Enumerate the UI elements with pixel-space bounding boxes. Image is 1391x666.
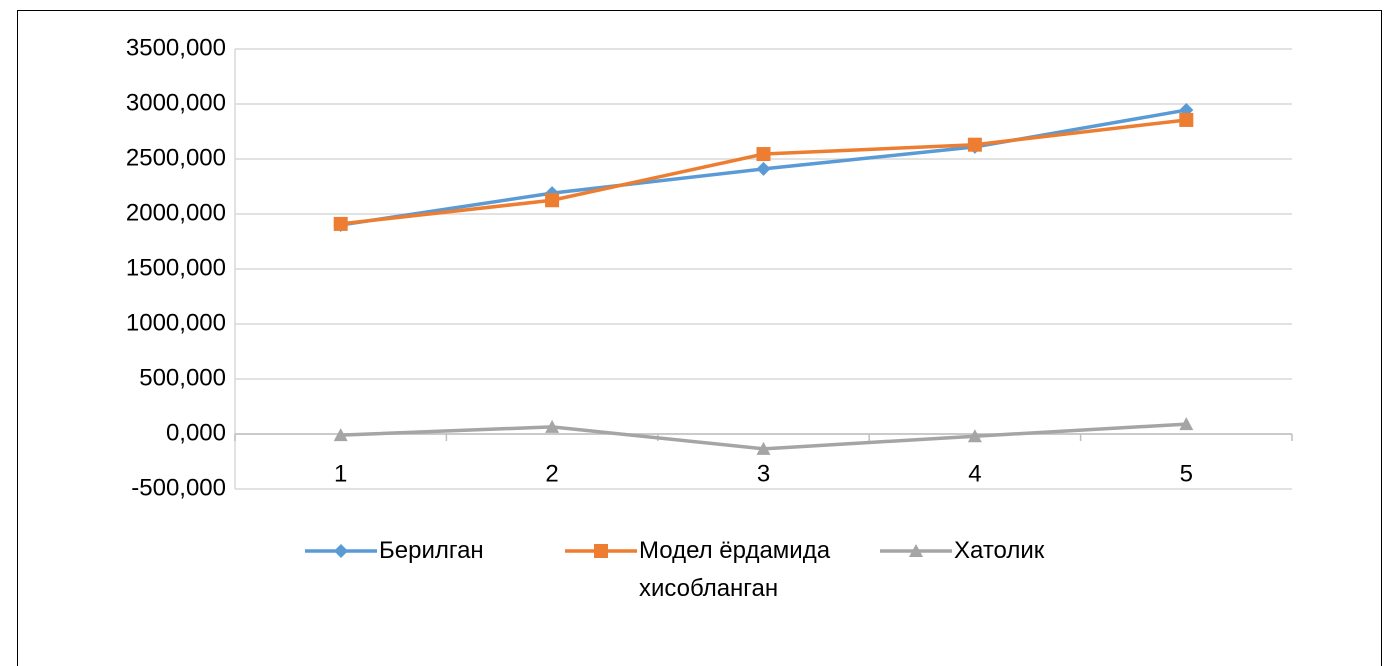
data-point	[333, 428, 348, 442]
legend-item: Хатолик	[880, 532, 1044, 570]
data-point	[333, 216, 348, 231]
y-tick-label: -500,000	[131, 474, 226, 501]
y-tick-label: 3500,000	[126, 34, 226, 61]
y-tick-label: 1000,000	[126, 309, 226, 336]
x-tick-label: 1	[334, 460, 347, 487]
legend-icon	[880, 544, 952, 557]
data-point	[545, 419, 560, 433]
data-point	[967, 429, 982, 443]
x-tick-label: 2	[545, 460, 558, 487]
legend-marker	[909, 544, 923, 557]
y-tick-label: 500,000	[139, 364, 226, 391]
y-tick-label: 1500,000	[126, 254, 226, 281]
data-point	[1179, 417, 1194, 431]
y-tick-label: 3000,000	[126, 89, 226, 116]
y-tick-label: 2500,000	[126, 144, 226, 171]
data-point	[756, 147, 771, 162]
x-tick-label: 5	[1180, 460, 1193, 487]
x-tick-label: 4	[968, 460, 981, 487]
legend-label: Берилган	[379, 537, 484, 564]
data-point	[1179, 112, 1194, 127]
legend-item: Берилган	[305, 532, 484, 570]
data-point	[756, 161, 771, 176]
legend-item: Модел ёрдамида хисобланган	[565, 532, 839, 608]
legend-label: Хатолик	[954, 537, 1045, 564]
y-tick-label: 2000,000	[126, 199, 226, 226]
legend-icon	[305, 544, 377, 558]
data-point	[545, 193, 560, 208]
legend-label: Модел ёрдамида хисобланган	[639, 537, 831, 602]
x-tick-label: 3	[757, 460, 770, 487]
data-point	[967, 137, 982, 152]
legend-marker	[334, 544, 348, 558]
chart-border	[17, 10, 1382, 666]
y-tick-label: 0,000	[166, 419, 226, 446]
legend-marker	[594, 544, 608, 558]
data-point	[756, 441, 771, 455]
legend-icon	[565, 544, 637, 558]
